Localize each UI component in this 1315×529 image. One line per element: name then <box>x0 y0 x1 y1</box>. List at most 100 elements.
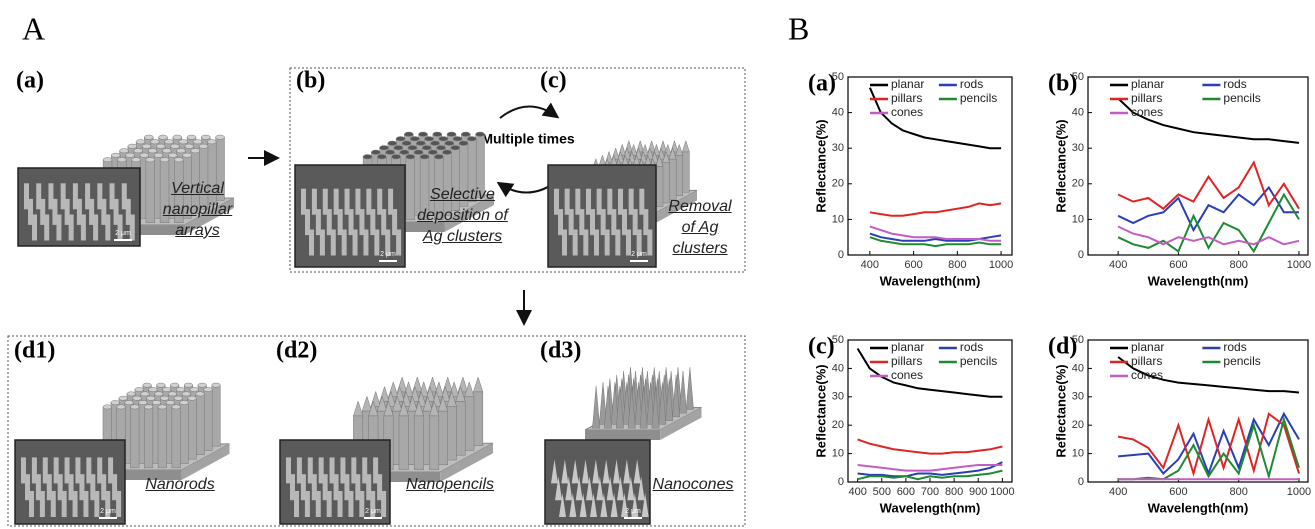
sem-feature <box>381 491 387 517</box>
series-line <box>1118 411 1300 477</box>
nanopillar <box>171 406 181 469</box>
pillar-top <box>133 148 143 154</box>
series-line <box>1117 97 1300 144</box>
sem-feature <box>579 209 585 236</box>
step-caption: Nanorods <box>145 476 215 493</box>
x-tick-label: 800 <box>948 259 966 271</box>
y-axis-title: Reflectance(%) <box>1053 364 1068 457</box>
legend-label: rods <box>1223 77 1246 91</box>
sem-feature <box>351 457 357 484</box>
sem-feature <box>374 229 380 256</box>
legend-label: pillars <box>1131 91 1162 105</box>
nanopillar <box>187 397 197 460</box>
pillar-top <box>174 157 184 163</box>
sem-feature <box>105 214 111 241</box>
pillar-top <box>176 148 186 154</box>
legend-label: pencils <box>960 354 997 368</box>
pencil-tip <box>383 400 394 417</box>
pillar-top <box>393 145 403 151</box>
pencil-tip <box>473 376 484 393</box>
sem-feature <box>44 214 50 241</box>
pencil-tip <box>392 395 403 412</box>
series-line <box>868 87 1002 150</box>
pillar-top <box>179 400 189 405</box>
sem-feature <box>64 198 70 225</box>
sem-feature <box>602 459 610 484</box>
sem-feature <box>72 491 78 517</box>
series-line <box>869 225 1002 242</box>
nanopillar <box>437 410 448 466</box>
sem-feature <box>79 474 85 501</box>
sem-feature <box>97 183 103 210</box>
sem-feature <box>101 198 107 225</box>
x-tick-label: 400 <box>1109 259 1127 271</box>
sem-feature <box>551 459 558 484</box>
series-line <box>869 202 1002 217</box>
sem-feature <box>586 188 591 215</box>
series-line <box>857 469 1003 481</box>
pillar-top <box>395 136 406 142</box>
pillar-top <box>135 139 146 145</box>
sem-feature <box>572 229 578 256</box>
pillar-top <box>458 140 469 146</box>
sem-feature <box>80 214 86 241</box>
sem-feature <box>569 493 577 517</box>
sem-feature <box>583 229 589 256</box>
sem-feature <box>86 457 92 484</box>
sem-feature <box>582 459 589 484</box>
sem-feature <box>647 229 653 256</box>
sem-feature <box>586 476 593 501</box>
sem-feature <box>315 491 321 517</box>
substrate-side <box>184 198 234 235</box>
sem-feature <box>623 459 631 484</box>
sem-feature <box>117 214 123 241</box>
sem-feature <box>50 491 56 517</box>
sem-feature <box>377 188 383 215</box>
nanocone <box>658 382 667 425</box>
legend-label: planar <box>1131 77 1164 91</box>
legend-label: pencils <box>960 91 997 105</box>
sem-feature <box>590 493 597 517</box>
pillar-top <box>131 157 141 163</box>
sem-feature <box>294 491 299 517</box>
pillar-top <box>450 145 460 151</box>
y-tick-label: 40 <box>1072 362 1084 374</box>
pillar-top <box>192 139 203 145</box>
legend-label: rods <box>960 77 983 91</box>
sem-feature <box>600 209 606 236</box>
pillar-top <box>156 143 166 149</box>
sem-feature <box>621 493 628 517</box>
sem-feature <box>596 476 604 501</box>
sem-feature <box>633 459 641 484</box>
pillar-top <box>187 395 197 401</box>
sem-feature <box>366 188 372 215</box>
step-caption: Nanocones <box>652 476 734 493</box>
sem-feature <box>559 493 566 517</box>
sem-feature <box>554 188 559 215</box>
x-tick-label: 400 <box>861 259 879 271</box>
sem-feature <box>286 457 291 484</box>
y-tick-label: 20 <box>1072 419 1084 431</box>
sem-feature <box>89 198 95 225</box>
x-tick-label: 800 <box>945 486 963 498</box>
chart-label: (a) <box>808 71 836 97</box>
pillar-top <box>172 134 182 140</box>
nanopillar <box>211 384 221 447</box>
pillar-top <box>142 382 152 388</box>
pillar-top <box>387 140 397 146</box>
pillar-top <box>428 149 438 155</box>
sem-feature <box>93 214 99 241</box>
pencil-tip <box>455 385 466 402</box>
step-label: (a) <box>16 68 44 94</box>
pillar-top <box>146 395 156 401</box>
legend-label: cones <box>891 368 923 382</box>
pillar-top <box>405 154 415 160</box>
sem-feature <box>46 474 52 501</box>
sem-feature <box>83 491 89 517</box>
series-line <box>1117 356 1300 394</box>
pencil-tip <box>413 400 424 417</box>
sem-feature <box>607 188 613 215</box>
nanopillar <box>668 158 677 200</box>
pillar-top <box>153 152 164 158</box>
pillar-top <box>119 148 129 154</box>
